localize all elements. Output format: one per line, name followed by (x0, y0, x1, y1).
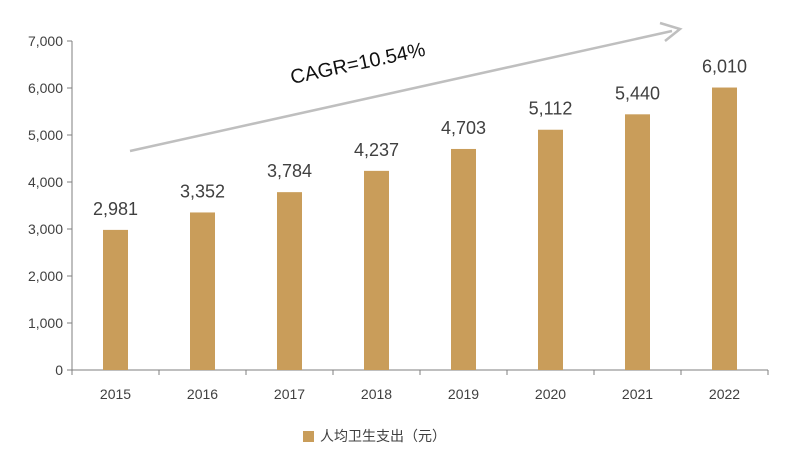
data-label: 5,112 (529, 99, 573, 119)
bar (103, 229, 128, 370)
cagr-annotation: CAGR=10.54% (288, 39, 427, 89)
data-label: 4,237 (354, 140, 399, 160)
legend: 人均卫生支出（元） (303, 426, 446, 446)
y-tick-label: 0 (55, 362, 63, 378)
data-label: 6,010 (702, 57, 747, 77)
bar (277, 192, 302, 370)
bar (712, 87, 737, 370)
x-axis: 2015 2016 2017 2018 2019 2020 2021 2022 (71, 369, 769, 402)
y-tick-label: 3,000 (28, 221, 63, 237)
bar (451, 148, 476, 370)
y-tick-label: 7,000 (28, 33, 63, 49)
legend-label: 人均卫生支出（元） (320, 429, 446, 445)
x-tick-label: 2019 (448, 386, 479, 402)
x-tick-label: 2022 (709, 386, 740, 402)
cagr-trend-arrow: CAGR=10.54% (129, 21, 683, 153)
x-tick-label: 2018 (361, 386, 392, 402)
data-label: 3,784 (267, 161, 312, 181)
x-tick-label: 2020 (535, 386, 566, 402)
data-labels: 2,981 3,352 3,784 4,237 4,703 5,112 5,440 6,010 (93, 57, 747, 219)
data-label: 5,440 (615, 83, 660, 103)
x-tick-label: 2015 (100, 386, 131, 402)
bar (625, 114, 650, 370)
bar (190, 212, 215, 370)
y-tick-label: 4,000 (28, 174, 63, 190)
y-tick-label: 6,000 (28, 80, 63, 96)
bar (538, 129, 563, 370)
data-label: 3,352 (180, 181, 225, 201)
data-label: 2,981 (93, 199, 138, 219)
x-tick-label: 2017 (274, 386, 305, 402)
y-tick-label: 5,000 (28, 127, 63, 143)
data-label: 4,703 (441, 118, 486, 138)
legend-swatch (303, 430, 314, 442)
x-tick-label: 2021 (622, 386, 653, 402)
bar (364, 170, 389, 370)
y-axis: 0 1,000 2,000 3,000 4,000 5,000 6,000 7,000 (28, 33, 73, 378)
x-tick-label: 2016 (187, 386, 218, 402)
y-tick-label: 2,000 (28, 268, 63, 284)
y-tick-label: 1,000 (28, 315, 63, 331)
bars (103, 87, 737, 370)
